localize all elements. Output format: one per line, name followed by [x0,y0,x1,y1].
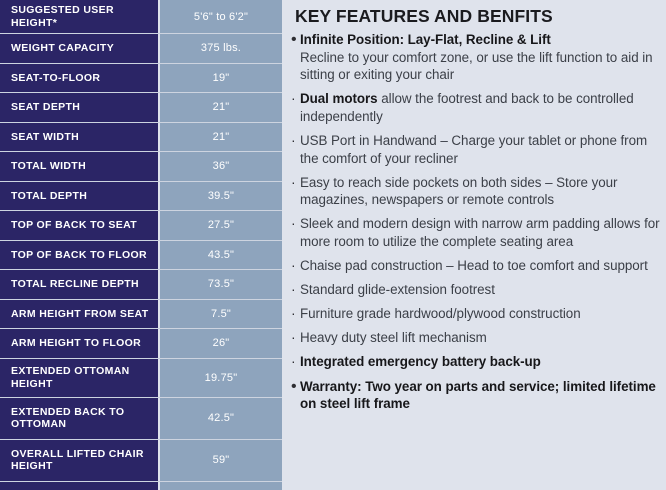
spec-value: 26" [160,329,282,358]
spec-label: EXTENDED OTTOMAN HEIGHT [0,358,160,397]
spec-value: 5'6" to 6'2" [160,0,282,33]
specifications-table: SUGGESTED USER HEIGHT* 5'6" to 6'2" WEIGHT… [0,0,282,490]
bullet-icon: • [291,377,297,395]
table-row: SUGGESTED USER HEIGHT* 5'6" to 6'2" [0,0,282,34]
feature-body: Standard glide-extension footrest [300,282,495,298]
spec-value: 7.5" [160,299,282,328]
spec-value: 43.5" [160,240,282,269]
spec-label: TOTAL DEPTH [0,181,160,210]
spec-label: OVERALL LIFTED CHAIR HEIGHT [0,439,160,481]
bullet-icon: · [291,281,296,298]
spec-label: TOTAL RECLINE DEPTH [0,270,160,299]
spec-value: 375 lbs. [160,34,282,63]
table-row: TOTAL WIDTH 36" [0,152,282,182]
spec-value: 73.5" [160,270,282,299]
spec-label: DISTANCE FROM WALL [0,481,160,490]
list-item: · Dual motors allow the footrest and back… [291,90,662,125]
features-list: • Infinite Position: Lay-Flat, Recline & … [291,31,662,413]
table-row: OVERALL LIFTED CHAIR HEIGHT 59" [0,439,282,482]
table-row: EXTENDED OTTOMAN HEIGHT 19.75" [0,358,282,398]
spec-label: TOTAL WIDTH [0,152,160,181]
feature-body: Heavy duty steel lift mechanism [300,330,487,346]
feature-body: Easy to reach side pockets on both sides… [300,174,618,208]
bullet-icon: · [291,173,296,190]
spec-value: 19" [160,63,282,92]
feature-text: Chaise pad construction – Head to toe co… [300,257,662,275]
spec-value: 39.5" [160,181,282,210]
list-item: · Standard glide-extension footrest [291,281,662,299]
feature-text: Warranty: Two year on parts and service;… [300,378,662,413]
feature-body: Chaise pad construction – Head to toe co… [300,258,648,274]
bullet-icon: · [291,329,296,346]
table-row: DISTANCE FROM WALL16" [0,481,282,490]
bullet-icon: · [291,353,296,370]
feature-text: USB Port in Handwand – Charge your table… [300,132,662,167]
table-row: TOTAL RECLINE DEPTH 73.5" [0,270,282,300]
list-item: · USB Port in Handwand – Charge your tabl… [291,132,662,167]
list-item: · Integrated emergency battery back-up [291,353,662,371]
spec-value: 19.75" [160,358,282,397]
table-row: ARM HEIGHT TO FLOOR 26" [0,329,282,359]
table-row: TOP OF BACK TO SEAT 27.5" [0,211,282,241]
spec-value: 36" [160,152,282,181]
feature-text: Heavy duty steel lift mechanism [300,329,662,347]
table-row: SEAT WIDTH 21" [0,122,282,152]
spec-label: EXTENDED BACK TO OTTOMAN [0,397,160,439]
list-item: · Furniture grade hardwood/plywood constr… [291,305,662,323]
bullet-icon: • [291,31,297,48]
bullet-icon: · [291,90,296,107]
feature-text: Dual motors allow the footrest and back … [300,90,662,125]
feature-text: Standard glide-extension footrest [300,281,662,299]
list-item: • Infinite Position: Lay-Flat, Recline & … [291,31,662,84]
spec-value: 21" [160,93,282,122]
spec-label: SUGGESTED USER HEIGHT* [0,0,160,33]
spec-value: 21" [160,122,282,151]
spec-value: 42.5" [160,397,282,439]
feature-body: Furniture grade hardwood/plywood constru… [300,306,581,322]
spec-label: SEAT WIDTH [0,122,160,151]
feature-body: Warranty: Two year on parts and service;… [300,378,656,412]
feature-text: Sleek and modern design with narrow arm … [300,215,662,250]
list-item: · Heavy duty steel lift mechanism [291,329,662,347]
feature-body: Integrated emergency battery back-up [300,354,541,370]
spec-label: ARM HEIGHT FROM SEAT [0,299,160,328]
spec-label: SEAT DEPTH [0,93,160,122]
spec-label: TOP OF BACK TO FLOOR [0,240,160,269]
bullet-icon: · [291,131,296,148]
spec-value: 59" [160,439,282,481]
feature-body: USB Port in Handwand – Charge your table… [300,132,648,166]
features-title: KEY FEATURES AND BENFITS [295,6,553,26]
table-row: TOTAL DEPTH 39.5" [0,181,282,211]
feature-body: Sleek and modern design with narrow arm … [300,216,660,249]
list-item: · Easy to reach side pockets on both side… [291,174,662,209]
list-item: · Chaise pad construction – Head to toe c… [291,257,662,275]
feature-text: Integrated emergency battery back-up [300,353,662,371]
spec-label: ARM HEIGHT TO FLOOR [0,329,160,358]
key-features-panel: KEY FEATURES AND BENFITS • Infinite Posit… [282,0,666,490]
feature-body: allow the footrest and back to be contro… [300,91,634,124]
list-item: • Warranty: Two year on parts and service… [291,378,662,413]
spec-label: TOP OF BACK TO SEAT [0,211,160,240]
bullet-icon: · [291,257,296,274]
table-row: SEAT-TO-FLOOR 19" [0,63,282,93]
feature-text: Easy to reach side pockets on both sides… [300,174,662,209]
feature-lead: Dual motors [300,91,378,107]
feature-text: Furniture grade hardwood/plywood constru… [300,305,662,323]
bullet-icon: · [291,305,296,322]
spec-value: 16" [160,481,282,490]
spec-label: WEIGHT CAPACITY [0,34,160,63]
table-row: TOP OF BACK TO FLOOR 43.5" [0,240,282,270]
feature-lead: Infinite Position: Lay-Flat, Recline & L… [300,32,551,47]
table-row: EXTENDED BACK TO OTTOMAN 42.5" [0,397,282,440]
spec-label: SEAT-TO-FLOOR [0,63,160,92]
spec-value: 27.5" [160,211,282,240]
table-row: ARM HEIGHT FROM SEAT 7.5" [0,299,282,329]
table-row: SEAT DEPTH 21" [0,93,282,123]
feature-body: Recline to your comfort zone, or use the… [300,49,653,83]
table-row: WEIGHT CAPACITY 375 lbs. [0,34,282,64]
feature-text: Infinite Position: Lay-Flat, Recline & L… [300,31,662,84]
bullet-icon: · [291,215,296,232]
list-item: · Sleek and modern design with narrow arm… [291,215,662,250]
